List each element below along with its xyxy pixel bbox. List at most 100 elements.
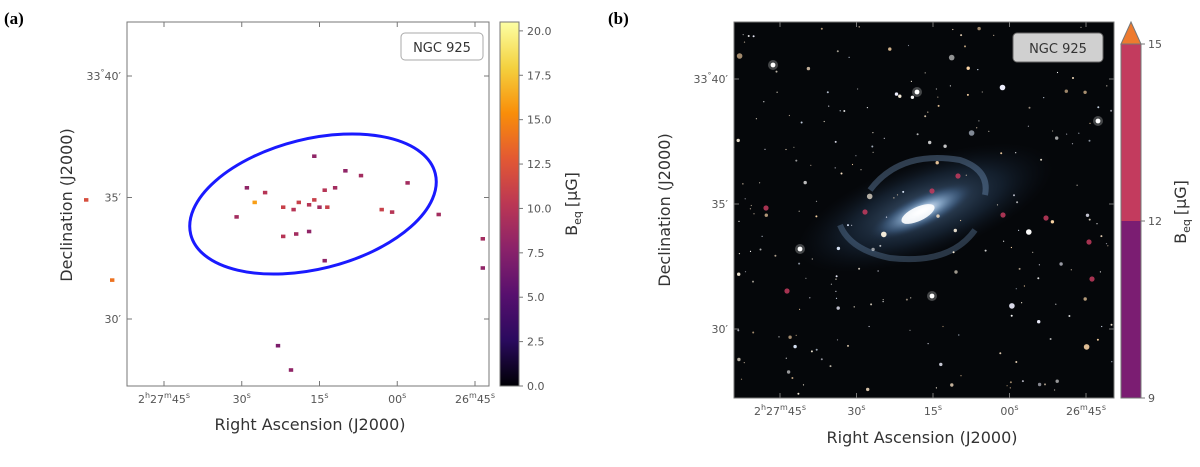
star	[999, 84, 1006, 91]
star	[910, 297, 912, 299]
star	[960, 219, 962, 222]
star	[785, 357, 787, 359]
emission-point	[291, 207, 296, 212]
ra-minutes-unit: m	[469, 391, 477, 400]
bright-star	[929, 293, 935, 299]
dec-arcmin: 40	[712, 73, 726, 86]
ra-seconds: 00	[1000, 405, 1014, 418]
x-tick-label: 2h27m45s	[138, 391, 190, 406]
colorbar-b: 9 12 15 Beq [μG]	[1120, 20, 1193, 405]
star	[898, 94, 902, 98]
star	[866, 387, 870, 392]
star	[927, 343, 929, 345]
star	[793, 344, 797, 349]
star	[939, 362, 943, 367]
star	[927, 111, 929, 113]
star	[742, 34, 744, 36]
star	[1068, 315, 1071, 317]
beq-marker	[1089, 276, 1095, 282]
star	[747, 35, 750, 37]
y-tick-label: 35′	[712, 198, 729, 211]
star	[1015, 152, 1017, 154]
colorbar-tick-label: 15	[1148, 38, 1162, 51]
dec-arcmin-sign: ′	[726, 73, 729, 86]
star	[942, 325, 944, 328]
star	[924, 72, 926, 74]
dec-degree-sign: °	[708, 71, 712, 80]
dec-arcmin-sign: ′	[119, 313, 122, 326]
star	[759, 182, 761, 184]
star	[872, 151, 874, 153]
ra-seconds: 30	[847, 405, 861, 418]
dec-arcmin-sign: ′	[119, 70, 122, 83]
star	[750, 204, 752, 207]
star	[1106, 85, 1108, 87]
emission-point	[252, 200, 257, 205]
panel-b-frame	[733, 21, 1115, 399]
star	[894, 92, 899, 96]
star	[788, 335, 792, 339]
star	[960, 34, 963, 37]
star	[950, 383, 954, 387]
star	[952, 28, 954, 31]
panel-a-frame	[126, 21, 490, 387]
emission-point	[325, 205, 330, 209]
star	[978, 120, 980, 122]
star	[1023, 285, 1025, 287]
star	[815, 215, 818, 218]
star	[870, 303, 873, 306]
dec-degrees: 33	[87, 70, 101, 83]
x-tick-label: 30s	[233, 391, 251, 406]
x-tick-label: 2h27m45s	[754, 403, 806, 418]
star	[736, 53, 743, 59]
star	[1078, 132, 1080, 134]
star	[759, 248, 762, 251]
star	[1054, 389, 1056, 391]
star	[937, 104, 940, 107]
ra-minutes: 26	[1066, 405, 1080, 418]
star	[1083, 344, 1090, 350]
colorbar-tick-label: 17.5	[527, 69, 552, 82]
emission-points	[84, 154, 485, 372]
star	[935, 161, 939, 165]
star	[1049, 338, 1052, 340]
star	[753, 213, 755, 215]
ra-seconds: 15	[924, 405, 938, 418]
star	[909, 329, 911, 331]
emission-point	[234, 215, 239, 219]
star	[786, 370, 791, 374]
ra-minutes: 27	[766, 405, 780, 418]
ra-seconds-unit: s	[402, 391, 406, 400]
emission-point	[84, 198, 89, 202]
ra-seconds-unit: s	[861, 403, 865, 412]
emission-point	[306, 203, 312, 207]
star	[851, 224, 853, 226]
galaxy-name-box-b: NGC 925	[1012, 32, 1104, 63]
star	[993, 34, 995, 37]
star	[776, 91, 778, 93]
star	[815, 348, 818, 351]
star	[1080, 26, 1082, 28]
star	[839, 110, 841, 112]
star	[1037, 382, 1042, 387]
star	[1006, 385, 1008, 387]
star	[847, 224, 849, 227]
star	[1083, 297, 1087, 301]
ra-seconds: 45	[1088, 405, 1102, 418]
star	[954, 270, 958, 274]
star	[775, 70, 778, 73]
ra-seconds-unit: s	[324, 391, 328, 400]
ra-hours: 2	[754, 405, 761, 418]
star	[866, 107, 869, 109]
beq-marker	[1043, 215, 1049, 221]
star	[981, 91, 983, 93]
x-tick-label: 15s	[310, 391, 328, 406]
star	[905, 298, 908, 301]
star	[810, 350, 813, 353]
star	[1083, 90, 1087, 95]
bright-star	[797, 246, 803, 252]
star	[1066, 133, 1068, 135]
star	[1013, 194, 1015, 197]
star	[800, 121, 803, 124]
star	[1055, 379, 1059, 383]
